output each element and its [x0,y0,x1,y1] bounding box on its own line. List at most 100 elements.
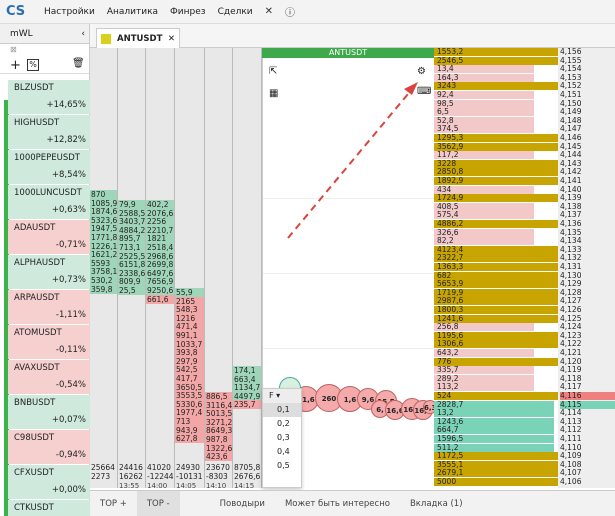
order-book-volume[interactable]: 3555,1 [437,459,464,469]
filter-dropdown-label[interactable]: F ▾ [263,389,301,403]
menu-analytics[interactable]: Аналитика [106,6,159,17]
order-book-volume[interactable]: 13,4 [437,64,454,74]
order-book-volume[interactable]: 326,6 [437,227,459,237]
order-book-volume[interactable]: 1243,6 [437,416,464,426]
order-book-volume[interactable]: 3228 [437,158,457,168]
order-book-volume[interactable]: 682 [437,270,452,280]
order-book-volume[interactable]: 117,2 [437,150,459,160]
watchlist-item[interactable]: HIGHUSDT +12,82% [8,115,90,149]
order-book-volume[interactable]: 575,4 [437,210,459,220]
order-book-volume[interactable]: 1724,9 [437,193,464,203]
order-book-volumes[interactable]: 1553,2 2546,5 13,4 164,3 3243 92,4 98,5 6,5 52,8… [434,48,558,488]
order-book-volume[interactable]: 1553,2 [437,47,464,56]
order-book-volume[interactable]: 3562,9 [437,141,464,151]
tape-cell: 3271,2 [205,417,232,427]
order-book-volume[interactable]: 776 [437,356,452,366]
keyboard-icon[interactable]: ⌨ [417,86,432,97]
order-book-volume[interactable]: 4123,4 [437,244,464,254]
order-book-price: 4,130 [560,270,582,280]
order-book-volume[interactable]: 434 [437,184,452,194]
order-book-volume[interactable]: 511,2 [437,442,459,452]
order-book-volume[interactable]: 2546,5 [437,55,464,65]
watchlist-item[interactable]: CTKUSDT+2,71% [8,500,90,516]
chevron-left-icon[interactable]: ‹ [81,28,85,39]
bottom-tab[interactable]: Поводыри [219,498,265,509]
order-book-bar [434,366,534,375]
order-book-volume[interactable]: 1306,6 [437,339,464,349]
order-book-volume[interactable]: 1892,9 [437,176,464,185]
chart-type-icon[interactable]: ⇱ [269,66,278,77]
order-book-volume[interactable]: 13,2 [437,408,454,418]
filter-option[interactable]: 0,5 [277,461,290,470]
filter-option[interactable]: 0,2 [277,419,290,428]
gear-icon[interactable]: ⚙ [417,66,426,77]
order-book-volume[interactable]: 113,2 [437,382,459,392]
order-book-volume[interactable]: 82,2 [437,236,454,246]
order-book-volume[interactable]: 4886,2 [437,219,464,228]
filter-option[interactable]: 0,4 [277,447,290,456]
menu-settings[interactable]: Настройки [44,6,95,17]
watchlist-item[interactable]: ADAUSDT -0,71% [8,220,90,254]
filter-dropdown[interactable]: F ▾ 0,1 0,2 0,3 0,4 0,5 [262,388,302,488]
order-book-volume[interactable]: 164,3 [437,72,459,82]
tape-cell: 1216 [175,313,204,323]
trash-icon[interactable]: 🗑 [72,58,85,69]
close-icon[interactable]: ⊠ [10,45,17,54]
watchlist-item[interactable]: AVAXUSDT -0,54% [8,360,90,394]
order-book-volume[interactable]: 1800,3 [437,305,464,314]
filter-option[interactable]: 0,1 [263,403,301,417]
watchlist-item[interactable]: CFXUSDT +0,00% [8,465,90,499]
watchlist-item[interactable]: BLZUSDT +14,65% [8,80,90,114]
order-book-volume[interactable]: 6,5 [437,107,449,117]
bottom-tab[interactable]: TOP + [100,498,127,509]
layout-icon[interactable]: ▦ [269,88,279,99]
order-book-volume[interactable]: 92,4 [437,90,454,99]
order-book-volume[interactable]: 374,5 [437,124,459,134]
order-book-volume[interactable]: 289,2 [437,373,459,383]
order-book-volume[interactable]: 1363,3 [437,262,464,271]
watchlist-item[interactable]: C98USDT -0,94% [8,430,90,464]
watchlist-item[interactable]: 1000LUNCUSDT +0,63% [8,185,90,219]
order-book-volume[interactable]: 256,8 [437,322,459,332]
order-book-volume[interactable]: 5653,9 [437,279,464,289]
bottom-tab[interactable]: Может быть интересно [284,498,390,509]
order-book-volume[interactable]: 1241,6 [437,313,464,323]
order-book-volume[interactable]: 2679,1 [437,468,464,478]
order-book-volume[interactable]: 1719,9 [437,287,464,297]
order-book-volume[interactable]: 524 [437,391,452,400]
order-book-volume[interactable]: 52,8 [437,115,454,125]
order-book-volume[interactable]: 1195,6 [437,330,464,340]
order-book-volume[interactable]: 1295,3 [437,133,464,142]
watchlist-item[interactable]: ALPHAUSDT +0,73% [8,255,90,289]
logo-icon[interactable]: CS [6,3,26,19]
bottom-tab[interactable]: Вкладка (1) [409,498,463,509]
order-book-volume[interactable]: 408,5 [437,201,459,211]
order-book-volume[interactable]: 5000 [437,477,457,486]
watchlist-item[interactable]: ATOMUSDT -0,11% [8,325,90,359]
watchlist-item[interactable]: BNBUSDT +0,07% [8,395,90,429]
close-tab-icon[interactable]: ✕ [167,33,175,44]
menu-finrez[interactable]: Финрез [170,6,206,17]
order-book-volume[interactable]: 2828,7 [437,399,464,409]
watchlist-item[interactable]: ARPAUSDT -1,11% [8,290,90,324]
order-book-volume[interactable]: 664,7 [437,425,459,435]
order-book-volume[interactable]: 1596,5 [437,434,464,443]
ratio-icon[interactable]: % [27,59,39,71]
tape-cell: 2076,6 [146,208,174,218]
order-book-volume[interactable]: 1172,5 [437,451,464,461]
add-icon[interactable]: + [10,58,21,73]
order-book-volume[interactable]: 643,2 [437,348,459,357]
menu-deals[interactable]: Сделки [217,6,253,17]
bottom-tab[interactable]: TOP - [136,490,180,516]
order-book-volume[interactable]: 335,7 [437,365,459,375]
help-icon[interactable]: ⓘ [285,8,296,19]
filter-option[interactable]: 0,3 [277,433,290,442]
tab-antusdt[interactable]: ANTUSDT ✕ [96,28,180,48]
order-book-volume[interactable]: 98,5 [437,98,454,108]
order-book-volume[interactable]: 3243 [437,81,457,91]
watchlist-item[interactable]: 1000PEPEUSDT +8,54% [8,150,90,184]
order-book-volume[interactable]: 2322,7 [437,253,464,263]
order-book-volume[interactable]: 2850,8 [437,167,464,177]
order-book-volume[interactable]: 2987,6 [437,296,464,306]
pin-icon[interactable]: ✕ [264,6,274,17]
